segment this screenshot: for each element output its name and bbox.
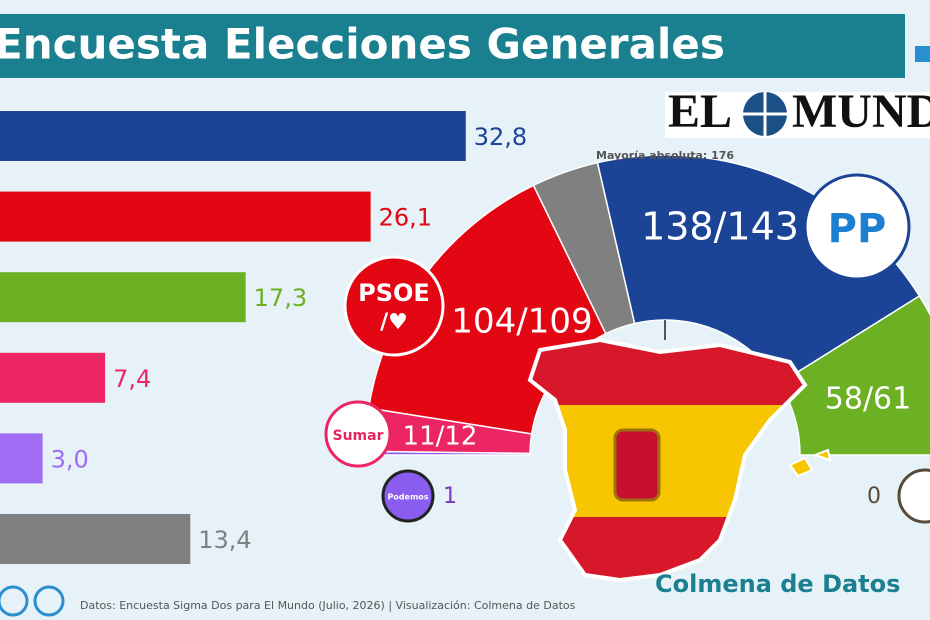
footer-source: Datos: Encuesta Sigma Dos para El Mundo … xyxy=(80,599,576,612)
spain-outline xyxy=(527,337,808,583)
bar xyxy=(0,433,43,484)
bar xyxy=(0,514,191,564)
seats-pp: 138/143 xyxy=(641,205,799,249)
pp-logo-text: PP xyxy=(828,206,887,252)
value-label: 3,0 xyxy=(51,445,89,473)
pp-logo xyxy=(803,173,911,281)
bar xyxy=(0,352,106,403)
podemos-logo xyxy=(381,469,435,523)
bar xyxy=(0,272,246,323)
sumar-logo-text: Sumar xyxy=(333,428,384,444)
coat-of-arms xyxy=(613,428,661,502)
hemicycle xyxy=(364,154,930,456)
bar xyxy=(0,191,371,242)
seats-podemos: 1 xyxy=(443,484,457,509)
value-label: 7,4 xyxy=(113,365,151,393)
psoe-logo-heart: /♥ xyxy=(380,310,408,335)
title: Encuesta Elecciones Generales xyxy=(0,20,725,69)
value-label: 13,4 xyxy=(198,526,251,554)
islands xyxy=(788,448,832,478)
other-logo xyxy=(897,468,930,524)
seats-other: 0 xyxy=(867,484,881,509)
colmena-logo: Colmena de Datos xyxy=(655,570,900,598)
corner-icon xyxy=(915,46,930,62)
seats-sumar: 11/12 xyxy=(403,422,478,452)
value-label: 26,1 xyxy=(379,204,432,232)
psoe-logo-text: PSOE xyxy=(358,279,430,307)
sumar-logo xyxy=(324,400,392,468)
logo-el: EL xyxy=(668,85,732,138)
icon-person xyxy=(0,585,29,617)
podemos-logo-text: Podemos xyxy=(387,493,428,502)
value-label: 17,3 xyxy=(254,284,307,312)
seats-psoe: 104/109 xyxy=(451,302,592,342)
icon-equal xyxy=(33,585,65,617)
bar xyxy=(0,111,466,161)
psoe-logo xyxy=(343,255,445,357)
logo-mundo: MUNDO xyxy=(792,85,930,138)
logo-bg xyxy=(665,92,930,138)
majority-label: Mayoría absoluta: 176 xyxy=(596,149,734,162)
title-bar xyxy=(0,14,905,78)
value-label: 32,8 xyxy=(474,123,527,151)
seats-vox: 58/61 xyxy=(825,382,911,417)
